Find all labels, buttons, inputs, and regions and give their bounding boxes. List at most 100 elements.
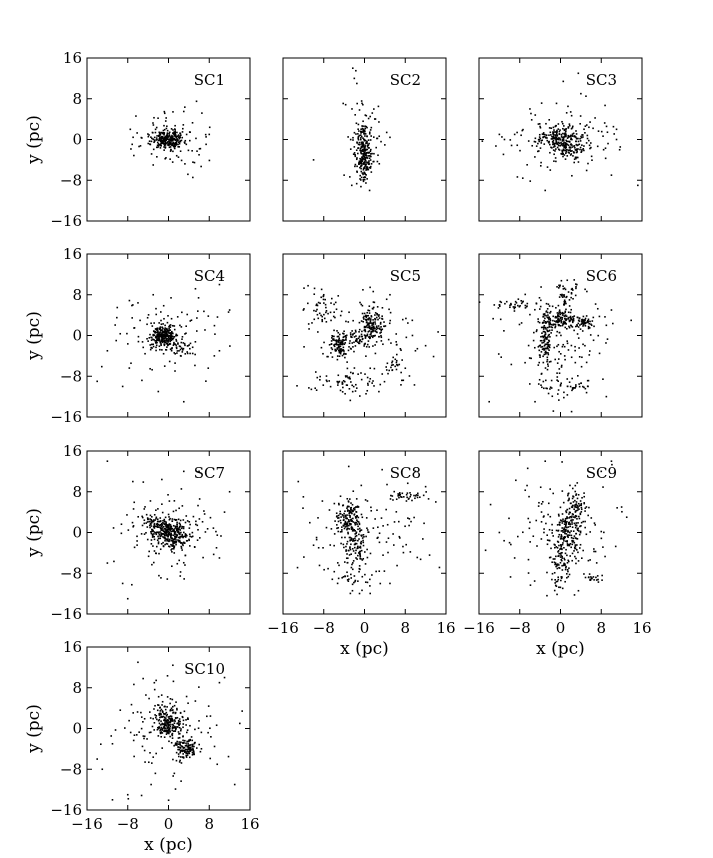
data-point <box>150 525 153 527</box>
data-point <box>580 502 583 505</box>
data-point <box>349 516 351 518</box>
data-point <box>540 102 543 104</box>
data-point <box>616 507 618 509</box>
data-point <box>350 381 352 383</box>
data-point <box>574 484 577 487</box>
data-point <box>159 526 161 529</box>
data-point <box>177 156 180 158</box>
data-point <box>182 531 185 534</box>
data-point <box>583 495 586 498</box>
data-point <box>364 133 367 135</box>
data-point <box>193 752 195 754</box>
data-point <box>161 338 164 341</box>
data-point <box>168 545 171 548</box>
data-point <box>602 378 604 380</box>
data-point <box>136 132 138 134</box>
data-point <box>182 544 184 547</box>
data-point <box>563 299 566 302</box>
data-point <box>174 533 177 535</box>
data-point <box>345 522 347 525</box>
data-point <box>540 538 543 540</box>
data-point <box>361 172 364 174</box>
data-point <box>342 333 345 335</box>
data-point <box>360 143 363 145</box>
data-point <box>606 338 609 340</box>
data-point <box>372 306 375 309</box>
data-point <box>188 344 190 346</box>
data-point <box>369 327 371 330</box>
data-point <box>163 132 166 134</box>
data-point <box>351 67 354 69</box>
data-point <box>154 328 157 330</box>
data-point <box>601 574 603 577</box>
data-point <box>128 367 131 369</box>
data-point <box>195 747 198 749</box>
data-point <box>160 323 163 326</box>
data-point <box>188 539 190 542</box>
data-point <box>185 325 187 327</box>
data-point <box>186 539 189 542</box>
data-point <box>165 142 167 145</box>
data-point <box>177 737 180 739</box>
data-point <box>162 712 165 715</box>
data-point <box>542 133 545 136</box>
data-point <box>190 319 193 321</box>
data-point <box>171 337 173 340</box>
data-point <box>344 375 347 377</box>
data-point <box>401 496 403 499</box>
data-point <box>179 720 181 723</box>
data-point <box>585 124 588 126</box>
data-point <box>577 72 580 75</box>
data-point <box>189 523 191 526</box>
data-point <box>357 342 360 344</box>
data-point <box>161 335 164 338</box>
data-point <box>583 149 585 152</box>
data-point <box>354 535 357 538</box>
data-point <box>165 332 168 335</box>
data-point <box>172 758 174 761</box>
data-point <box>356 520 359 523</box>
data-point <box>150 136 152 138</box>
data-point <box>151 533 154 536</box>
data-point <box>167 315 169 317</box>
panel-label: SC2 <box>390 71 421 89</box>
data-point <box>577 506 579 508</box>
data-point <box>354 533 357 535</box>
data-point <box>361 335 363 338</box>
data-point <box>133 501 136 504</box>
data-point <box>538 133 541 136</box>
data-point <box>343 339 345 342</box>
data-point <box>497 307 500 309</box>
data-point <box>371 330 374 333</box>
data-point <box>580 521 583 524</box>
data-point <box>400 496 402 498</box>
data-point <box>582 315 585 318</box>
data-point <box>360 138 362 141</box>
data-point <box>597 578 599 581</box>
data-point <box>546 341 549 344</box>
data-point <box>410 520 412 523</box>
data-point <box>344 356 346 359</box>
data-point <box>406 496 408 499</box>
data-point <box>157 336 160 338</box>
data-point <box>369 335 371 338</box>
data-point <box>388 369 390 372</box>
data-point <box>164 539 166 542</box>
data-point <box>167 334 169 336</box>
data-point <box>179 729 182 732</box>
data-point <box>366 343 369 346</box>
data-point <box>543 334 546 337</box>
data-point <box>362 180 365 183</box>
data-point <box>562 127 564 130</box>
data-point <box>166 125 168 128</box>
data-point <box>561 324 564 327</box>
data-point <box>549 151 551 154</box>
data-point <box>557 144 560 147</box>
data-point <box>552 146 555 148</box>
data-point <box>174 132 176 134</box>
data-point <box>556 564 558 567</box>
data-point <box>562 531 564 533</box>
data-point <box>351 520 353 522</box>
data-point <box>547 345 550 348</box>
data-point <box>580 136 583 139</box>
